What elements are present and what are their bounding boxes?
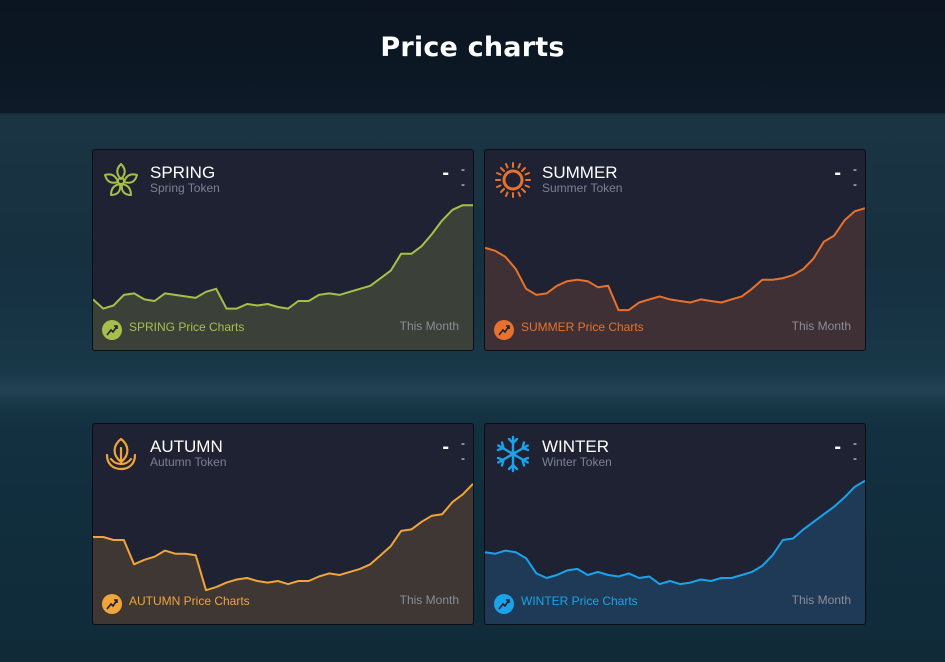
- price-chart: [93, 204, 473, 350]
- trend-up-icon: [102, 320, 122, 340]
- price-change: -: [853, 162, 857, 176]
- period-selector[interactable]: This Month: [791, 593, 851, 607]
- page-title: Price charts: [380, 32, 565, 63]
- card-spring[interactable]: SPRING Spring Token - - - SPRING Price C…: [92, 149, 474, 351]
- price-chart: [485, 479, 865, 624]
- token-subtitle: Summer Token: [542, 181, 623, 195]
- card-summer[interactable]: SUMMER Summer Token - - - SUMMER Price C…: [484, 149, 866, 351]
- price-change-percent: -: [853, 177, 857, 191]
- period-selector[interactable]: This Month: [399, 593, 459, 607]
- token-price: -: [834, 162, 841, 184]
- token-name: SUMMER: [542, 163, 618, 182]
- price-change-percent: -: [461, 177, 465, 191]
- token-subtitle: Spring Token: [150, 181, 220, 195]
- price-charts-link[interactable]: WINTER Price Charts: [521, 594, 638, 608]
- period-selector[interactable]: This Month: [791, 319, 851, 333]
- trend-up-icon: [102, 594, 122, 614]
- price-change-percent: -: [461, 451, 465, 465]
- chart-line: [485, 479, 865, 586]
- price-change: -: [853, 436, 857, 450]
- token-subtitle: Autumn Token: [150, 455, 227, 469]
- sun-icon: [495, 162, 531, 198]
- price-chart: [93, 483, 473, 624]
- token-name: SPRING: [150, 163, 216, 182]
- chart-line: [93, 204, 473, 310]
- card-winter[interactable]: WINTER Winter Token - - - WINTER Price C…: [484, 423, 866, 625]
- snowflake-icon: [496, 435, 530, 473]
- trend-up-icon: [494, 320, 514, 340]
- chart-area: [93, 483, 473, 624]
- chart-area: [485, 208, 865, 350]
- background-band: [0, 370, 945, 410]
- trend-up-icon: [494, 594, 514, 614]
- page-header: Price charts: [0, 0, 945, 113]
- period-selector[interactable]: This Month: [399, 319, 459, 333]
- flower-icon: [104, 163, 138, 196]
- chart-area: [485, 480, 865, 624]
- token-name: AUTUMN: [150, 437, 223, 456]
- chart-area: [93, 205, 473, 350]
- price-charts-link[interactable]: SUMMER Price Charts: [521, 320, 644, 334]
- leaf-icon: [105, 437, 137, 471]
- token-price: -: [834, 436, 841, 458]
- token-subtitle: Winter Token: [542, 455, 612, 469]
- token-price: -: [442, 436, 449, 458]
- price-charts-link[interactable]: SPRING Price Charts: [129, 320, 245, 334]
- chart-line: [93, 483, 473, 592]
- token-price: -: [442, 162, 449, 184]
- price-charts-link[interactable]: AUTUMN Price Charts: [129, 594, 250, 608]
- price-change: -: [461, 162, 465, 176]
- price-change: -: [461, 436, 465, 450]
- token-name: WINTER: [542, 437, 610, 456]
- chart-line: [485, 207, 865, 312]
- card-autumn[interactable]: AUTUMN Autumn Token - - - AUTUMN Price C…: [92, 423, 474, 625]
- price-chart: [485, 207, 865, 350]
- price-change-percent: -: [853, 451, 857, 465]
